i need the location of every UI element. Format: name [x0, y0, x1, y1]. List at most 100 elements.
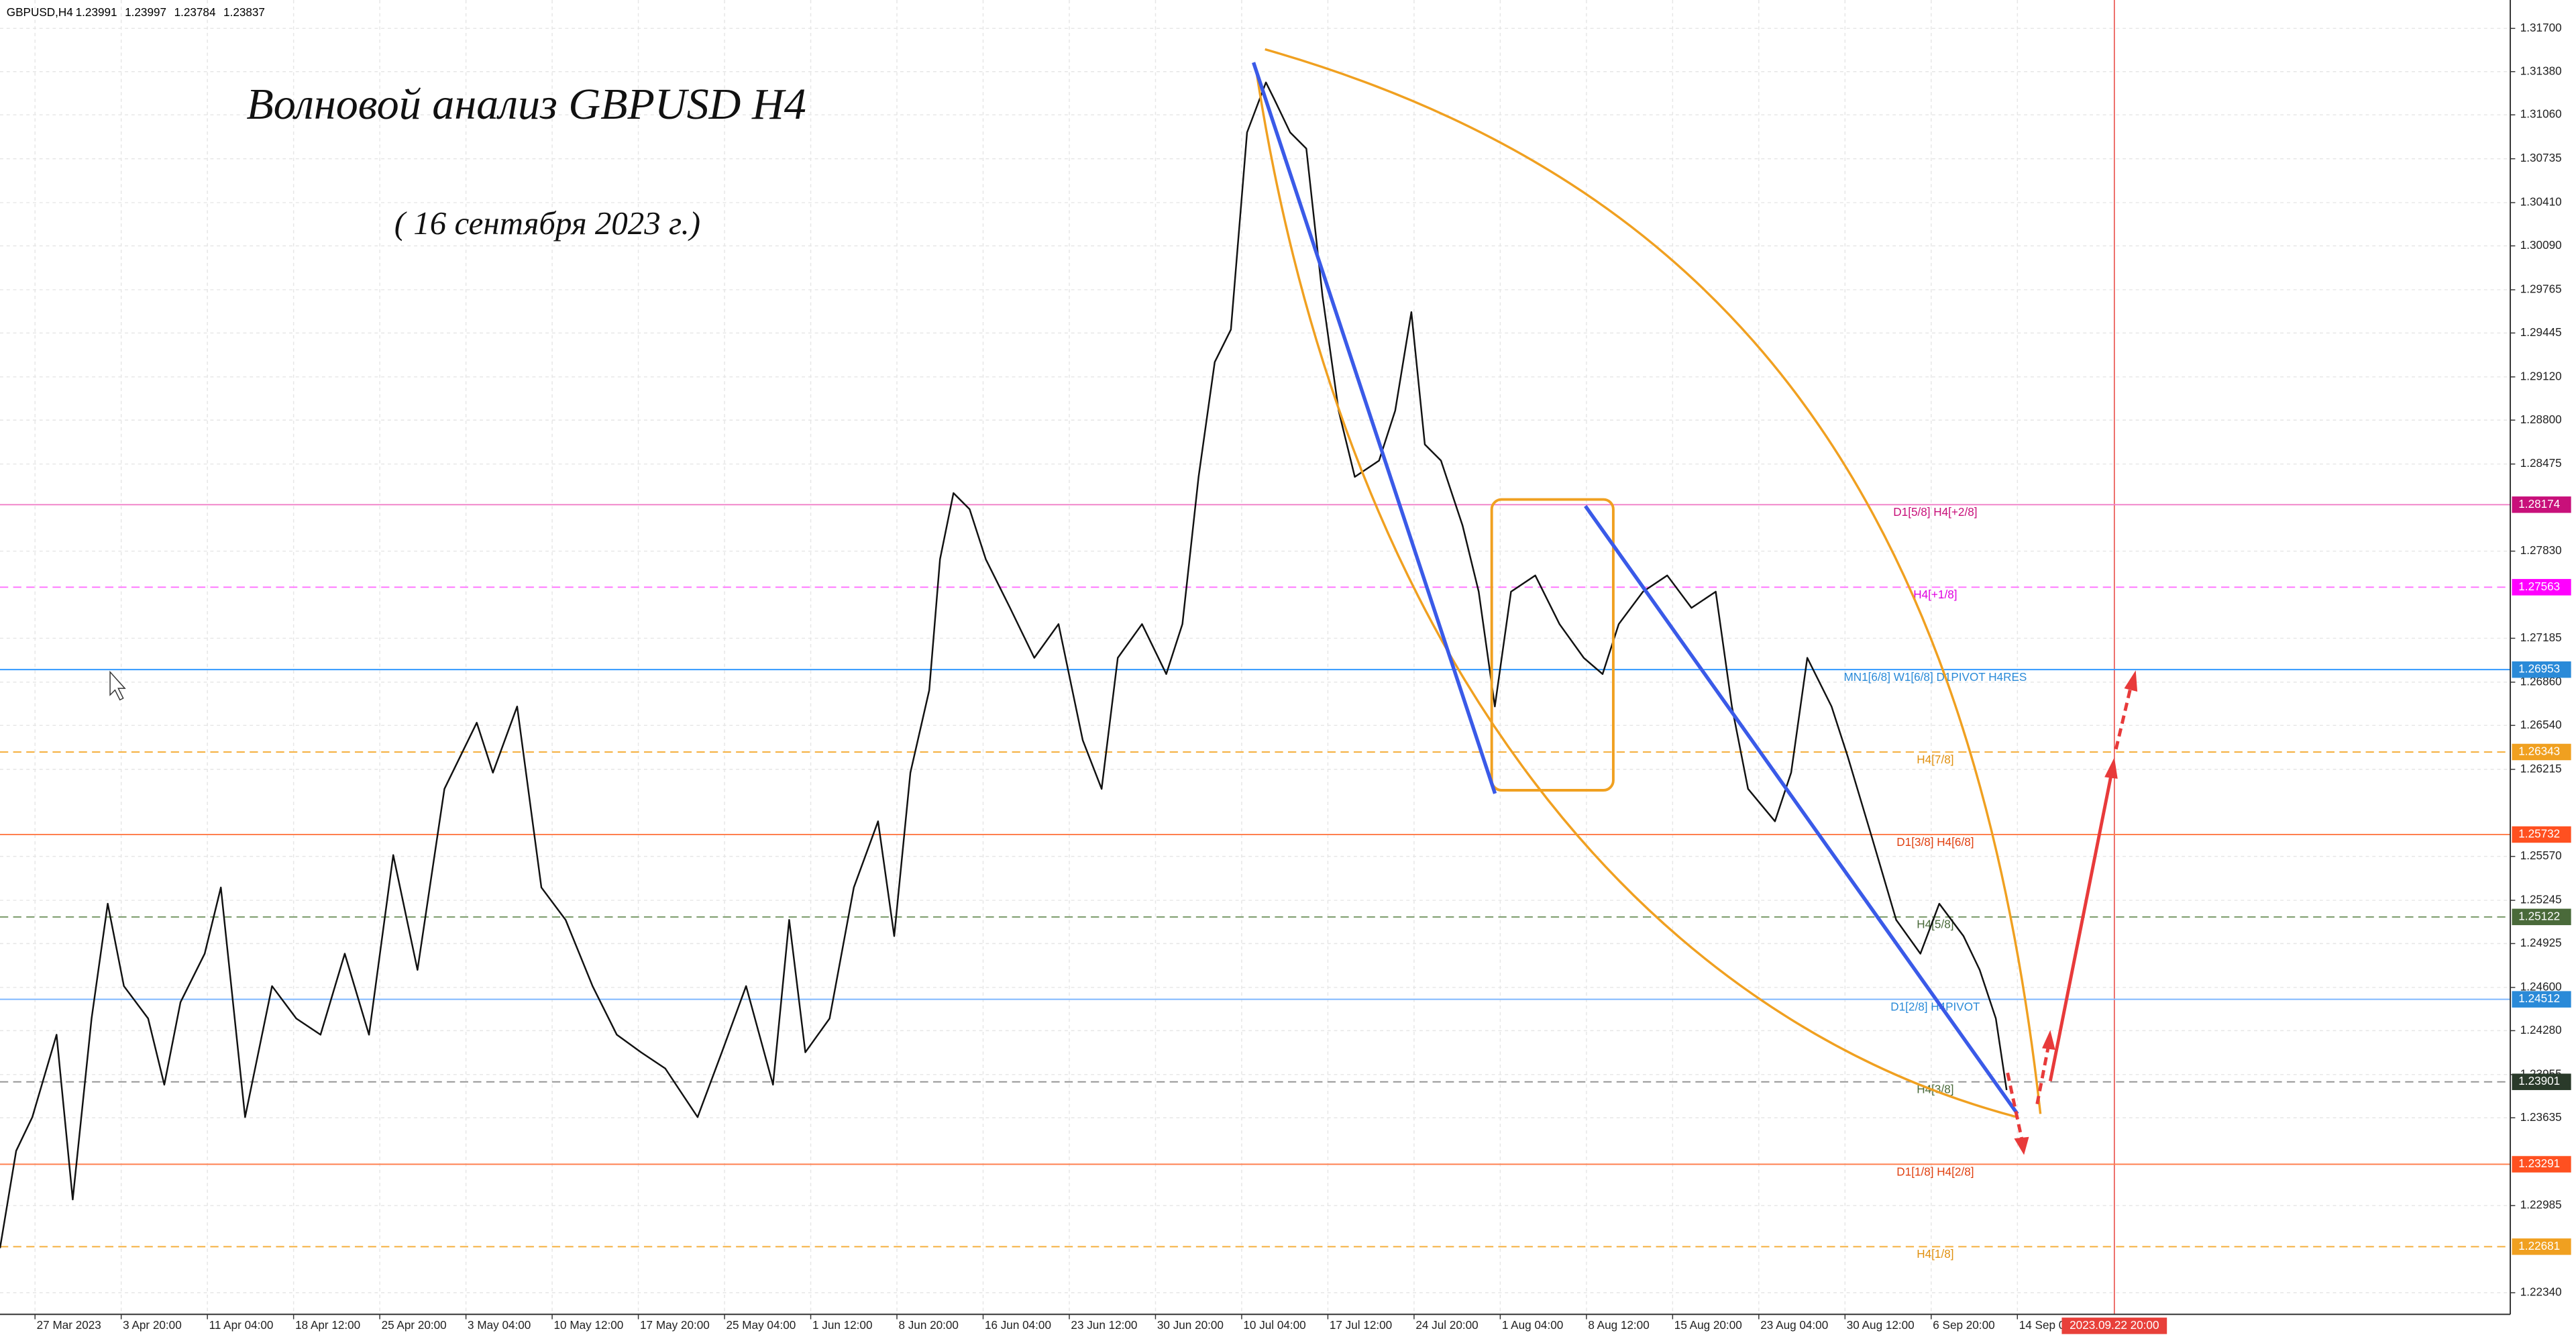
- level-label: H4[7/8]: [1917, 753, 1953, 766]
- range-box: [1490, 498, 1615, 792]
- x-tick-label: 6 Sep 20:00: [1933, 1318, 1994, 1332]
- crosshair-label: 2023.09.22 20:00: [2070, 1318, 2159, 1332]
- grid: [0, 0, 2511, 1315]
- level-label: D1[5/8] H4[+2/8]: [1893, 505, 1977, 519]
- x-tick-label: 8 Jun 20:00: [898, 1318, 959, 1332]
- y-tick-label: 1.22340: [2520, 1285, 2562, 1299]
- y-tick-label: 1.25570: [2520, 849, 2562, 862]
- price-tag: [2512, 826, 2571, 843]
- price-tag: [2512, 579, 2571, 596]
- x-tick-label: 30 Aug 12:00: [1847, 1318, 1915, 1332]
- forecast-arrow: [2114, 686, 2133, 750]
- arrow-head: [2014, 1136, 2029, 1155]
- y-tick-label: 1.27830: [2520, 543, 2562, 557]
- levels: D1[5/8] H4[+2/8] H4[+1/8] MN1[6/8] W1[6/8]…: [0, 0, 2511, 1315]
- arrow-head: [2104, 757, 2118, 779]
- price-tag: [2512, 991, 2571, 1008]
- y-tick-label: 1.24280: [2520, 1023, 2562, 1036]
- x-tick-label: 17 Jul 12:00: [1330, 1318, 1392, 1332]
- x-tick-label: 3 Apr 20:00: [123, 1318, 182, 1332]
- x-tick-label: 16 Jun 04:00: [985, 1318, 1051, 1332]
- series: [0, 81, 2008, 1248]
- price-tag-label: 1.22681: [2518, 1239, 2560, 1252]
- x-tick-label: 10 May 12:00: [554, 1318, 624, 1332]
- x-tick-label: 11 Apr 04:00: [209, 1318, 274, 1332]
- forecast-arrow: [2048, 775, 2113, 1081]
- y-tick-label: 1.27185: [2520, 631, 2562, 644]
- y-tick-label: 1.28800: [2520, 413, 2562, 426]
- price-tag: [2512, 908, 2571, 926]
- y-tick-label: 1.24600: [2520, 979, 2562, 993]
- y-tick-label: 1.31060: [2520, 107, 2562, 121]
- annotations: [109, 48, 2138, 1155]
- arrow-head: [2124, 670, 2138, 692]
- trend-line: [1252, 62, 1497, 794]
- x-tick-label: 1 Aug 04:00: [1502, 1318, 1563, 1332]
- y-tick-label: 1.23635: [2520, 1110, 2562, 1124]
- price-tag-label: 1.27563: [2518, 580, 2560, 593]
- x-tick-label: 8 Aug 12:00: [1588, 1318, 1649, 1332]
- level-label: MN1[6/8] W1[6/8] D1PIVOT H4RES: [1843, 670, 2027, 684]
- price-tag-label: 1.24512: [2518, 992, 2560, 1005]
- arrow-head: [2042, 1030, 2055, 1050]
- y-tick-label: 1.25245: [2520, 893, 2562, 906]
- y-tick-label: 1.22985: [2520, 1198, 2562, 1212]
- quote-value: 1.23837: [223, 5, 265, 19]
- level-label: D1[2/8] H4PIVOT: [1890, 1000, 1980, 1013]
- level-label: D1[1/8] H4[2/8]: [1896, 1165, 1974, 1178]
- x-tick-label: 30 Jun 20:00: [1157, 1318, 1224, 1332]
- y-tick-label: 1.24925: [2520, 936, 2562, 949]
- price-tag-label: 1.26953: [2518, 662, 2560, 676]
- x-tick-label: 15 Aug 20:00: [1674, 1318, 1742, 1332]
- y-tick-label: 1.29445: [2520, 325, 2562, 339]
- y-tick-label: 1.26215: [2520, 761, 2562, 775]
- level-label: H4[5/8]: [1917, 918, 1953, 931]
- y-tick-label: 1.29120: [2520, 369, 2562, 382]
- price-tag: [2512, 1238, 2571, 1255]
- x-tick-label: 23 Jun 12:00: [1071, 1318, 1137, 1332]
- price-tag: [2512, 743, 2571, 761]
- y-tick-label: 1.31700: [2520, 21, 2562, 34]
- price-tag: [2512, 661, 2571, 678]
- x-tick-label: 1 Jun 12:00: [812, 1318, 873, 1332]
- x-tick-label: 25 Apr 20:00: [382, 1318, 447, 1332]
- price-tag-label: 1.25122: [2518, 909, 2560, 922]
- chart-title: Волновой анализ GBPUSD H4: [246, 80, 806, 129]
- x-tick-label: 27 Mar 2023: [37, 1318, 101, 1332]
- y-tick-label: 1.26540: [2520, 718, 2562, 731]
- cursor: [109, 670, 126, 701]
- level-label: H4[1/8]: [1917, 1247, 1953, 1261]
- arc-outer: [1265, 48, 2042, 1114]
- y-tick-label: 1.29765: [2520, 282, 2562, 295]
- x-tick-label: 24 Jul 20:00: [1415, 1318, 1478, 1332]
- x-tick-label: 3 May 04:00: [468, 1318, 531, 1332]
- quote-value: 1.23991: [76, 5, 117, 19]
- price-tag-label: 1.23901: [2518, 1074, 2560, 1087]
- level-label: D1[3/8] H4[6/8]: [1896, 835, 1974, 849]
- price-tag-label: 1.25732: [2518, 827, 2560, 841]
- price-tag: [2512, 1073, 2571, 1090]
- y-tick-label: 1.26860: [2520, 674, 2562, 688]
- y-tick-label: 1.30410: [2520, 195, 2562, 209]
- quote-value: 1.23784: [174, 5, 216, 19]
- y-tick-label: 1.31380: [2520, 64, 2562, 77]
- y-tick-label: 1.28475: [2520, 456, 2562, 470]
- symbol: GBPUSD,H4: [7, 5, 73, 19]
- quote: 1.23991 1.23997 1.23784 1.23837: [76, 5, 265, 19]
- y-tick-label: 1.30090: [2520, 238, 2562, 252]
- forecast-arrow: [2006, 1072, 2025, 1142]
- price-tag-label: 1.23291: [2518, 1157, 2560, 1170]
- x-tick-label: 23 Aug 04:00: [1760, 1318, 1828, 1332]
- arc-inner: [1255, 73, 2018, 1119]
- price-line: [0, 81, 2008, 1248]
- x-tick-label: 10 Jul 04:00: [1243, 1318, 1305, 1332]
- quote-value: 1.23997: [125, 5, 166, 19]
- axes: 1.31700 1.31380 1.31060 1.30735 1.30410 1.300…: [34, 21, 2571, 1334]
- price-tag: [2512, 1156, 2571, 1173]
- x-tick-label: 17 May 20:00: [640, 1318, 710, 1332]
- y-tick-label: 1.30735: [2520, 151, 2562, 164]
- forecast-arrow: [2035, 1045, 2051, 1105]
- level-label: H4[3/8]: [1917, 1082, 1953, 1095]
